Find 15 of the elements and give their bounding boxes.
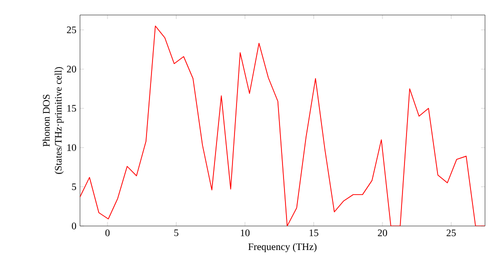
y-tick-label: 10 [67,144,76,151]
y-tick-label: 25 [66,26,76,34]
x-axis-title: Frequency (THz) [248,243,316,252]
y-tick-label: 15 [67,105,76,112]
y-tick-label: 0 [72,222,76,230]
x-tick-label: 0 [105,230,110,236]
y-tick-label: 5 [72,183,76,190]
x-tick-label: 15 [310,230,318,236]
x-tick-label: 20 [378,230,388,236]
y-tick-label: 20 [66,66,76,72]
line-series [80,26,486,226]
y-axis-title: Phonon DOS (States/THz·primitive cell) [42,67,64,174]
x-tick-label: 25 [446,230,456,236]
x-tick-label: 10 [240,230,250,236]
x-tick-label: 5 [174,230,178,236]
